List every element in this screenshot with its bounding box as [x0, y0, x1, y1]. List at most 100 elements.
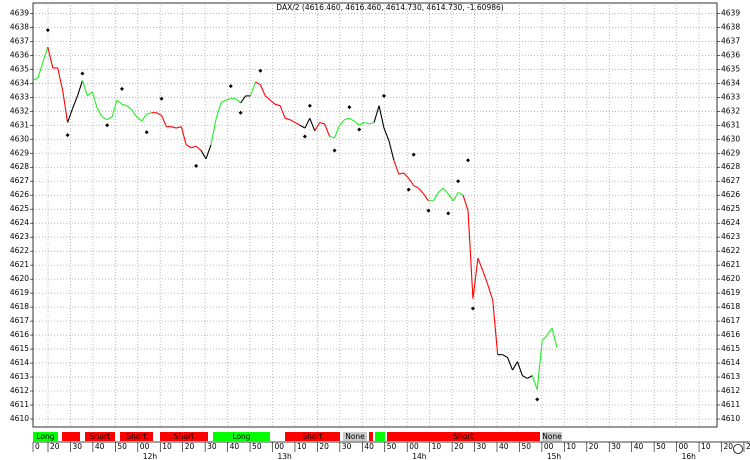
x-tick-label: 20	[185, 442, 195, 451]
signal-block	[120, 432, 153, 441]
x-tick-label: 10	[566, 442, 576, 451]
price-segment	[37, 62, 44, 78]
price-segment	[141, 113, 148, 122]
price-segment	[393, 160, 400, 175]
signal-label: Long	[232, 432, 250, 441]
x-tick-label: 40	[230, 442, 240, 451]
price-segment	[364, 121, 370, 125]
y-tick-label: 4636	[10, 50, 29, 59]
marker	[258, 68, 263, 73]
y-tick-label: 4621	[721, 260, 740, 269]
price-segment	[502, 354, 508, 358]
marker	[535, 397, 540, 402]
price-segment	[191, 145, 197, 149]
y-tick-label: 4632	[10, 106, 29, 115]
price-segment	[447, 193, 454, 202]
signal-block	[33, 432, 58, 441]
price-segment	[344, 117, 350, 121]
hour-label: 14h	[412, 452, 427, 460]
price-segment	[96, 108, 103, 118]
price-segment	[225, 98, 231, 101]
marker	[302, 134, 307, 139]
price-segment	[42, 46, 49, 63]
y-tick-label: 4639	[721, 8, 740, 17]
hour-label: 16h	[682, 452, 697, 460]
price-segment	[349, 117, 355, 122]
signal-label: None	[345, 432, 365, 441]
marker	[228, 84, 233, 89]
x-tick-label: 00	[275, 442, 285, 451]
x-tick-label: 30	[611, 442, 621, 451]
y-tick-label: 4626	[10, 190, 29, 199]
marker	[357, 127, 362, 132]
y-tick-label: 4627	[10, 176, 29, 185]
price-segment	[452, 192, 459, 202]
hour-label: 12h	[143, 452, 158, 460]
marker	[307, 103, 312, 108]
signal-label: Short	[302, 432, 322, 441]
price-segment	[467, 210, 474, 299]
x-tick-label: 20	[319, 442, 329, 451]
y-tick-label: 4639	[10, 8, 29, 17]
y-tick-label: 4615	[721, 344, 740, 353]
y-tick-label: 4625	[10, 204, 29, 213]
x-tick-label: 2	[746, 442, 750, 451]
status-icon	[733, 444, 743, 454]
marker	[65, 133, 70, 138]
price-segment	[235, 98, 241, 104]
marker	[426, 208, 431, 213]
x-tick-label: 20	[50, 442, 60, 451]
y-tick-label: 4623	[721, 232, 740, 241]
y-tick-label: 4637	[10, 36, 29, 45]
y-tick-label: 4612	[10, 386, 29, 395]
y-tick-label: 4637	[721, 36, 740, 45]
x-tick-label: 20	[454, 442, 464, 451]
signal-label: Long	[36, 432, 54, 441]
x-tick-label: 10	[162, 442, 172, 451]
y-tick-label: 4622	[721, 246, 740, 255]
x-tick-label: 40	[634, 442, 644, 451]
price-segment	[240, 95, 247, 104]
price-segment	[551, 327, 558, 348]
price-segment	[423, 193, 429, 202]
y-tick-label: 4635	[721, 64, 740, 73]
price-segment	[67, 108, 74, 123]
y-tick-label: 4610	[721, 414, 740, 423]
x-tick-label: 10	[432, 442, 442, 451]
y-tick-label: 4632	[721, 106, 740, 115]
price-segment	[492, 300, 499, 355]
signal-block	[387, 432, 540, 441]
hour-label: 13h	[278, 452, 293, 460]
y-tick-label: 4613	[721, 372, 740, 381]
price-segment	[116, 99, 123, 105]
y-tick-label: 4621	[10, 260, 29, 269]
price-segment	[457, 191, 464, 196]
price-segment	[215, 102, 222, 120]
price-segment	[131, 109, 138, 118]
price-segment	[176, 126, 182, 129]
price-segment	[284, 117, 291, 121]
marker	[466, 158, 471, 163]
signal-label: None	[542, 432, 562, 441]
price-segment	[438, 187, 444, 193]
plot-frame	[32, 2, 718, 428]
y-tick-label: 4631	[721, 120, 740, 129]
y-tick-label: 4618	[721, 302, 740, 311]
price-segment	[255, 81, 261, 86]
price-segment	[195, 145, 202, 151]
price-segment	[339, 119, 345, 126]
price-segment	[522, 375, 528, 379]
hour-label: 15h	[547, 452, 562, 460]
price-segment	[516, 361, 523, 376]
price-segment	[91, 91, 98, 109]
y-tick-label: 4625	[721, 204, 740, 213]
y-tick-label: 4630	[721, 134, 740, 143]
price-segment	[47, 46, 54, 69]
price-segment	[136, 116, 143, 122]
price-segment	[319, 121, 325, 125]
price-segment	[111, 99, 118, 118]
price-segment	[309, 118, 316, 132]
marker	[238, 110, 243, 115]
y-tick-label: 4634	[721, 78, 740, 87]
